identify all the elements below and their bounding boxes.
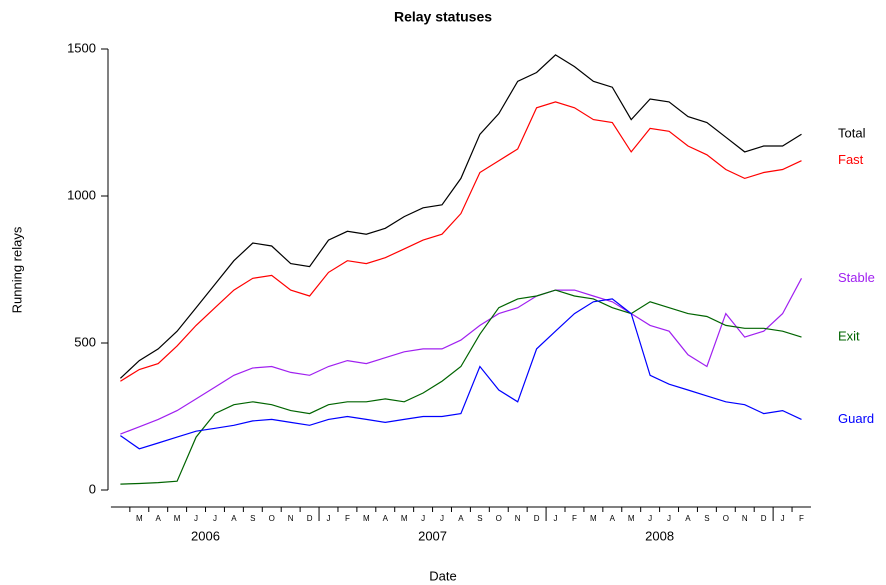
series-line [120, 298, 802, 450]
chart-title: Relay statuses [394, 9, 492, 25]
y-tick-label: 0 [89, 481, 96, 496]
month-label: M [401, 514, 408, 523]
y-tick-label: 1500 [67, 40, 96, 55]
month-label: M [590, 514, 597, 523]
y-tick-label: 1000 [67, 187, 96, 202]
month-label: J [421, 514, 425, 523]
month-label: N [742, 514, 748, 523]
month-label: D [307, 514, 313, 523]
month-label: F [799, 514, 804, 523]
year-label: 2007 [418, 528, 447, 543]
month-label: M [174, 514, 181, 523]
x-axis-label: Date [429, 568, 456, 583]
y-axis-label: Running relays [9, 226, 24, 313]
month-label: D [534, 514, 540, 523]
month-label: A [610, 514, 616, 523]
series-line [120, 289, 802, 485]
series-line [120, 101, 802, 382]
series-line [120, 278, 803, 435]
year-label: 2006 [191, 528, 220, 543]
month-label: F [345, 514, 350, 523]
month-label: J [194, 514, 198, 523]
series-label: Stable [838, 270, 875, 285]
month-label: J [667, 514, 671, 523]
month-label: F [572, 514, 577, 523]
month-label: D [761, 514, 767, 523]
month-label: S [477, 514, 482, 523]
series-label: Total [838, 126, 866, 141]
month-label: O [496, 514, 502, 523]
month-label: A [231, 514, 237, 523]
month-label: A [458, 514, 464, 523]
month-label: M [136, 514, 143, 523]
month-label: O [723, 514, 729, 523]
month-label: S [704, 514, 709, 523]
month-label: J [213, 514, 217, 523]
month-label: J [781, 514, 785, 523]
series-line [119, 54, 802, 379]
year-label: 2008 [645, 528, 674, 543]
y-tick-label: 500 [74, 334, 96, 349]
month-label: S [250, 514, 255, 523]
series-label: Guard [838, 411, 874, 426]
series-label: Exit [838, 329, 860, 344]
month-label: J [554, 514, 558, 523]
month-label: M [363, 514, 370, 523]
month-label: M [628, 514, 635, 523]
month-label: J [440, 514, 444, 523]
month-label: J [648, 514, 652, 523]
month-label: N [288, 514, 294, 523]
month-label: N [515, 514, 521, 523]
month-label: J [327, 514, 331, 523]
month-label: A [383, 514, 389, 523]
month-label: A [685, 514, 691, 523]
month-label: A [156, 514, 162, 523]
month-label: O [269, 514, 275, 523]
series-label: Fast [838, 152, 864, 167]
